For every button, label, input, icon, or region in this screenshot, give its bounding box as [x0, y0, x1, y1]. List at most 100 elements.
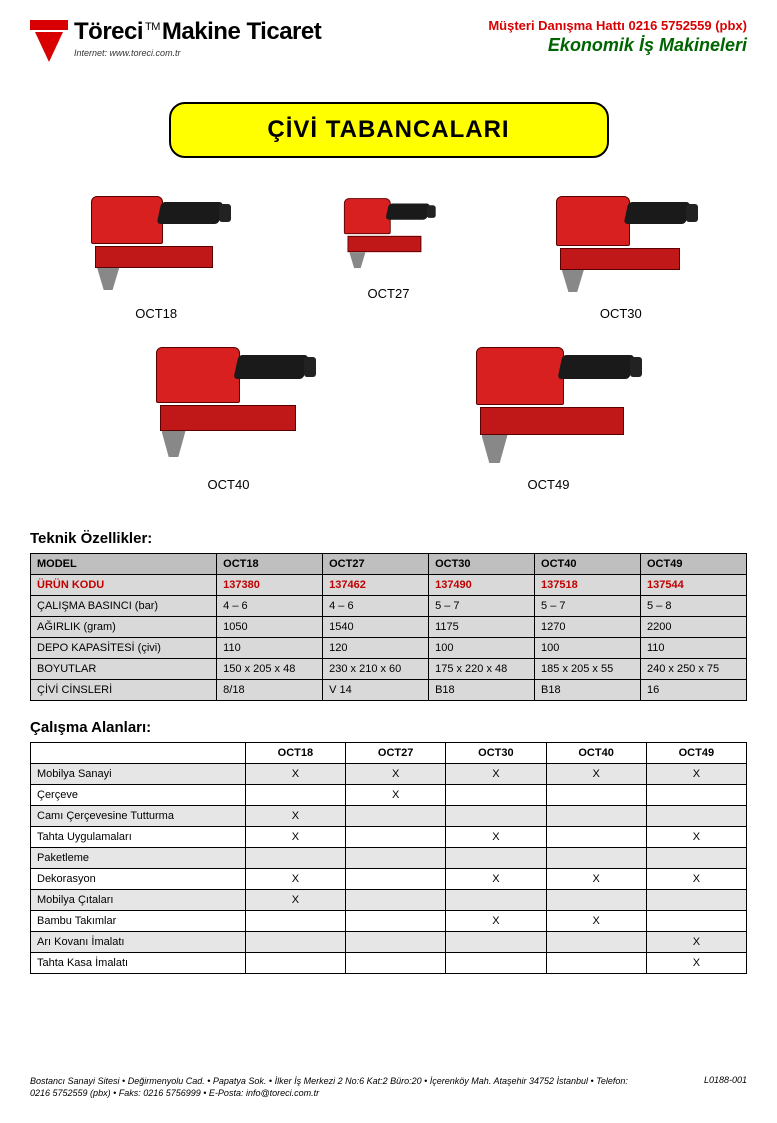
table-row: Mobilya ÇıtalarıX — [31, 890, 747, 911]
logo-icon — [30, 20, 68, 64]
table-row: Arı Kovanı İmalatı X — [31, 932, 747, 953]
table-row: Camı Çerçevesine TutturmaX — [31, 806, 747, 827]
area-mark — [346, 848, 446, 869]
area-mark: X — [346, 764, 446, 785]
table-row: Tahta Kasa İmalatıX — [31, 953, 747, 974]
area-mark: X — [346, 785, 446, 806]
col-oct18: OCT18 — [217, 554, 323, 575]
nailgun-icon — [546, 190, 696, 300]
company-prefix: Töreci — [74, 18, 143, 45]
product-row-1: OCT18 OCT27 OCT30 — [30, 190, 747, 341]
area-mark — [245, 932, 345, 953]
nailgun-icon — [464, 341, 634, 471]
area-mark — [346, 890, 446, 911]
area-mark — [446, 932, 546, 953]
area-label: Mobilya Sanayi — [31, 764, 246, 785]
product-oct49: OCT49 — [449, 341, 649, 492]
col-oct30: OCT30 — [429, 554, 535, 575]
area-label: Paketleme — [31, 848, 246, 869]
table-row: Paketleme — [31, 848, 747, 869]
area-mark: X — [546, 911, 646, 932]
page-footer: Bostancı Sanayi Sitesi • Değirmenyolu Ca… — [30, 1075, 747, 1099]
table-row: Tahta UygulamalarıXXX — [31, 827, 747, 848]
specs-header-row: MODEL OCT18 OCT27 OCT30 OCT40 OCT49 — [31, 554, 747, 575]
logo-area: TöreciTMMakine Ticaret Internet: www.tor… — [30, 18, 321, 64]
code-cell: 137544 — [640, 575, 746, 596]
area-mark — [245, 785, 345, 806]
area-mark — [646, 785, 746, 806]
col-oct49: OCT49 — [640, 554, 746, 575]
area-label: Dekorasyon — [31, 869, 246, 890]
product-label: OCT49 — [528, 477, 570, 492]
table-row: ÇerçeveX — [31, 785, 747, 806]
specs-code-row: ÜRÜN KODU 137380 137462 137490 137518 13… — [31, 575, 747, 596]
footer-address: Bostancı Sanayi Sitesi • Değirmenyolu Ca… — [30, 1075, 630, 1099]
area-mark — [546, 932, 646, 953]
specs-table: MODEL OCT18 OCT27 OCT30 OCT40 OCT49 ÜRÜN… — [30, 553, 747, 701]
area-mark — [546, 806, 646, 827]
area-mark — [446, 806, 546, 827]
area-mark: X — [245, 827, 345, 848]
area-mark: X — [446, 869, 546, 890]
area-mark — [546, 848, 646, 869]
product-label: OCT40 — [208, 477, 250, 492]
code-cell: 137490 — [429, 575, 535, 596]
area-label: Mobilya Çıtaları — [31, 890, 246, 911]
area-mark: X — [646, 827, 746, 848]
table-row: DekorasyonXXXX — [31, 869, 747, 890]
nailgun-icon — [339, 195, 438, 276]
area-mark — [245, 848, 345, 869]
col-oct40: OCT40 — [535, 554, 641, 575]
area-mark — [346, 806, 446, 827]
area-mark — [546, 953, 646, 974]
product-label: OCT18 — [135, 306, 177, 321]
area-label: Arı Kovanı İmalatı — [31, 932, 246, 953]
product-oct40: OCT40 — [129, 341, 329, 492]
area-mark: X — [245, 764, 345, 785]
nailgun-icon — [81, 190, 231, 300]
code-label: ÜRÜN KODU — [31, 575, 217, 596]
area-mark — [546, 890, 646, 911]
table-row: BOYUTLAR150 x 205 x 48230 x 210 x 60175 … — [31, 659, 747, 680]
areas-table: OCT18 OCT27 OCT30 OCT40 OCT49 Mobilya Sa… — [30, 742, 747, 974]
area-mark — [646, 848, 746, 869]
area-mark — [245, 911, 345, 932]
code-cell: 137462 — [323, 575, 429, 596]
area-mark: X — [245, 890, 345, 911]
table-row: DEPO KAPASİTESİ (çivi)110120100100110 — [31, 638, 747, 659]
table-row: AĞIRLIK (gram)10501540117512702200 — [31, 617, 747, 638]
area-mark — [446, 785, 546, 806]
table-row: Mobilya SanayiXXXXX — [31, 764, 747, 785]
col-oct27: OCT27 — [323, 554, 429, 575]
nailgun-icon — [144, 341, 314, 471]
area-mark: X — [646, 869, 746, 890]
area-mark: X — [546, 869, 646, 890]
internet-line: Internet: www.toreci.com.tr — [74, 48, 321, 58]
area-mark — [346, 953, 446, 974]
area-label: Tahta Uygulamaları — [31, 827, 246, 848]
area-mark — [446, 848, 546, 869]
area-mark: X — [646, 953, 746, 974]
table-row: ÇALIŞMA BASINCI (bar)4 – 64 – 65 – 75 – … — [31, 596, 747, 617]
header-right: Müşteri Danışma Hattı 0216 5752559 (pbx)… — [488, 18, 747, 56]
area-mark: X — [646, 932, 746, 953]
code-cell: 137518 — [535, 575, 641, 596]
area-mark — [245, 953, 345, 974]
areas-header-row: OCT18 OCT27 OCT30 OCT40 OCT49 — [31, 743, 747, 764]
area-mark: X — [446, 827, 546, 848]
page-title-banner: ÇİVİ TABANCALARI — [169, 102, 609, 158]
area-mark — [346, 827, 446, 848]
area-mark — [346, 869, 446, 890]
trademark: TM — [145, 21, 160, 33]
hotline: Müşteri Danışma Hattı 0216 5752559 (pbx) — [488, 18, 747, 33]
company-name: TöreciTMMakine Ticaret — [74, 18, 321, 46]
area-mark — [446, 890, 546, 911]
col-model: MODEL — [31, 554, 217, 575]
product-oct30: OCT30 — [521, 190, 721, 321]
product-oct18: OCT18 — [56, 190, 256, 321]
areas-heading: Çalışma Alanları: — [30, 719, 747, 736]
product-row-2: OCT40 OCT49 — [30, 341, 747, 512]
area-mark: X — [245, 806, 345, 827]
specs-heading: Teknik Özellikler: — [30, 530, 747, 547]
area-mark — [646, 806, 746, 827]
